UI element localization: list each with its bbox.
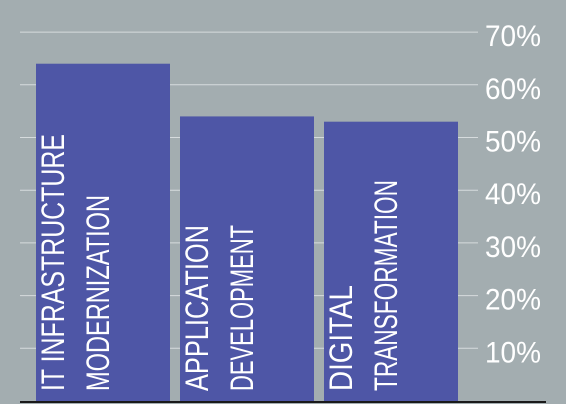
bar-labels: IT INFRASTRUCTURE MODERNIZATION APPLICATIO… [35,134,404,391]
y-tick-label: 20% [485,284,541,317]
y-tick-label: 70% [485,20,541,53]
bar-label: IT INFRASTRUCTURE MODERNIZATION [35,134,116,391]
bars [36,63,458,402]
bar-label-line: TRANSFORMATION [368,180,404,391]
bar [36,63,170,401]
bar-label-line: MODERNIZATION [80,195,116,391]
bar [180,116,314,402]
y-tick-label: 30% [485,231,541,264]
y-axis-ticks: 10% 20% 30% 40% 50% 60% 70% [485,20,541,369]
bar-label-line: IT INFRASTRUCTURE [35,134,71,391]
y-tick-label: 10% [485,336,541,369]
bar-label-line: DIGITAL [323,285,359,391]
bar-label: APPLICATION DEVELOPMENT [179,225,260,391]
bar-label-line: DEVELOPMENT [224,225,260,391]
bar [324,121,458,401]
y-tick-label: 50% [485,126,541,159]
bar-label-line: APPLICATION [179,225,215,391]
y-tick-label: 40% [485,178,541,211]
y-tick-label: 60% [485,73,541,106]
bar-label: DIGITAL TRANSFORMATION [323,180,404,391]
